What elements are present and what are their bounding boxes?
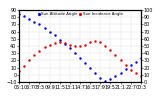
Legend: Sun Altitude Angle, Sun Incidence Angle: Sun Altitude Angle, Sun Incidence Angle — [37, 12, 123, 16]
